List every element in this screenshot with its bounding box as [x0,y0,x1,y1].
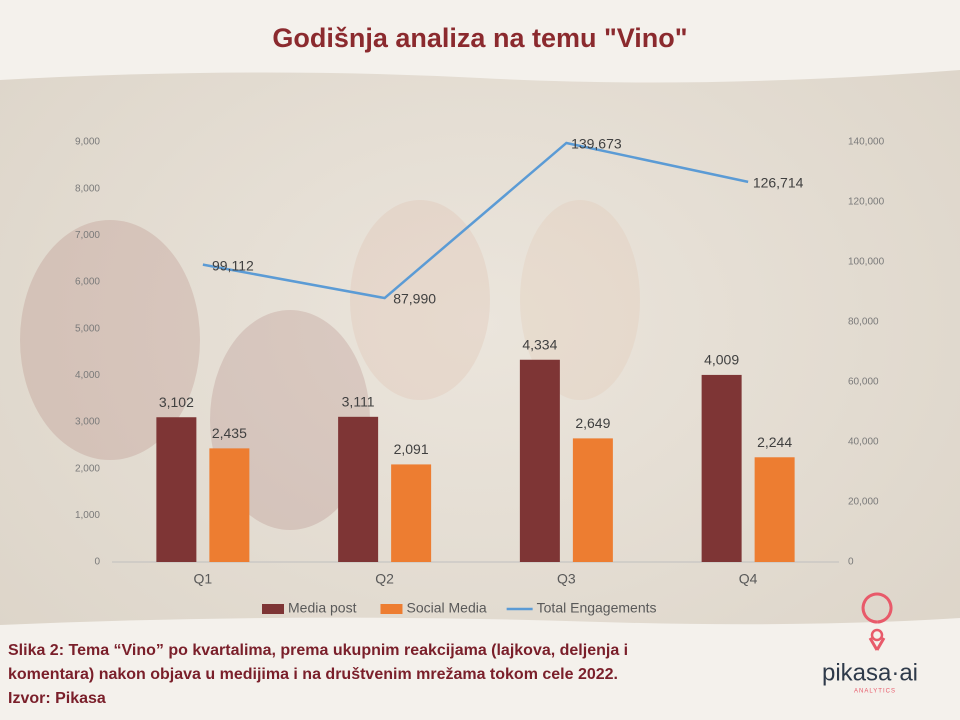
y-tick-label: 8,000 [75,183,100,194]
caption-line: Slika 2: Tema “Vino” po kvartalima, prem… [8,642,628,659]
value-label: 2,091 [394,441,429,457]
bar [572,438,613,562]
legend-marker [262,604,284,614]
y2-tick-label: 40,000 [848,437,879,448]
y2-tick-label: 20,000 [848,497,879,508]
logo-tagline: ANALYTICS [854,689,896,695]
y2-tick-label: 120,000 [848,197,885,208]
bar [338,416,379,562]
y2-tick-label: 60,000 [848,377,879,388]
header-band [0,0,960,83]
decor [520,200,640,400]
y-tick-label: 2,000 [75,463,100,474]
y-tick-label: 9,000 [75,137,100,148]
legend-label: Social Media [406,600,486,616]
value-label: 99,112 [212,257,254,273]
plot-area: 0 1,000 2,000 3,000 4,000 5,000 6,000 7,000 8,00… [75,136,885,616]
x-tick-label: Q2 [375,571,394,587]
value-label: 139,673 [571,136,622,152]
value-label: 126,714 [753,175,804,191]
legend-label: Total Engagements [537,600,657,616]
y-tick-label: 0 [94,557,100,568]
decor [350,200,490,400]
y-tick-label: 6,000 [75,277,100,288]
bar [701,374,742,562]
y-tick-label: 5,000 [75,323,100,334]
x-tick-label: Q4 [739,571,758,587]
legend-marker [380,604,403,614]
bar [391,464,432,562]
legend-label: Media post [288,600,357,616]
value-label: 3,102 [159,394,194,410]
value-label: 4,334 [522,336,557,352]
y-tick-label: 3,000 [75,417,100,428]
value-label: 4,009 [704,352,739,368]
y2-tick-label: 140,000 [848,137,885,148]
value-label: 2,435 [212,425,247,441]
y2-tick-label: 100,000 [848,257,885,268]
value-label: 3,111 [342,394,375,410]
logo-icon [861,592,893,651]
y-tick-label: 4,000 [75,370,100,381]
line-series [202,141,749,300]
bar [519,359,560,562]
bar [209,448,250,562]
x-tick-label: Q3 [557,571,576,587]
value-label: 2,244 [757,434,792,450]
caption-line: komentara) nakon objava u medijima i na … [8,666,618,683]
y-tick-label: 7,000 [75,230,100,241]
footer-band [0,617,960,720]
logo-icon [870,628,884,642]
logo: pikasa·ai ANALYTICS [822,592,918,695]
y2-tick-label: 80,000 [848,317,879,328]
logo-name: pikasa·ai [822,659,918,686]
y2-tick-label: 0 [848,557,854,568]
decor [20,220,200,460]
x-tick-label: Q1 [194,571,213,587]
bar [156,417,197,562]
value-label: 2,649 [575,415,610,431]
decor [210,310,370,530]
chart-title: Godišnja analiza na temu "Vino" [272,23,687,53]
value-label: 87,990 [393,291,436,307]
bar [754,457,795,562]
caption-line: Izvor: Pikasa [8,690,106,707]
y-tick-label: 1,000 [75,510,100,521]
